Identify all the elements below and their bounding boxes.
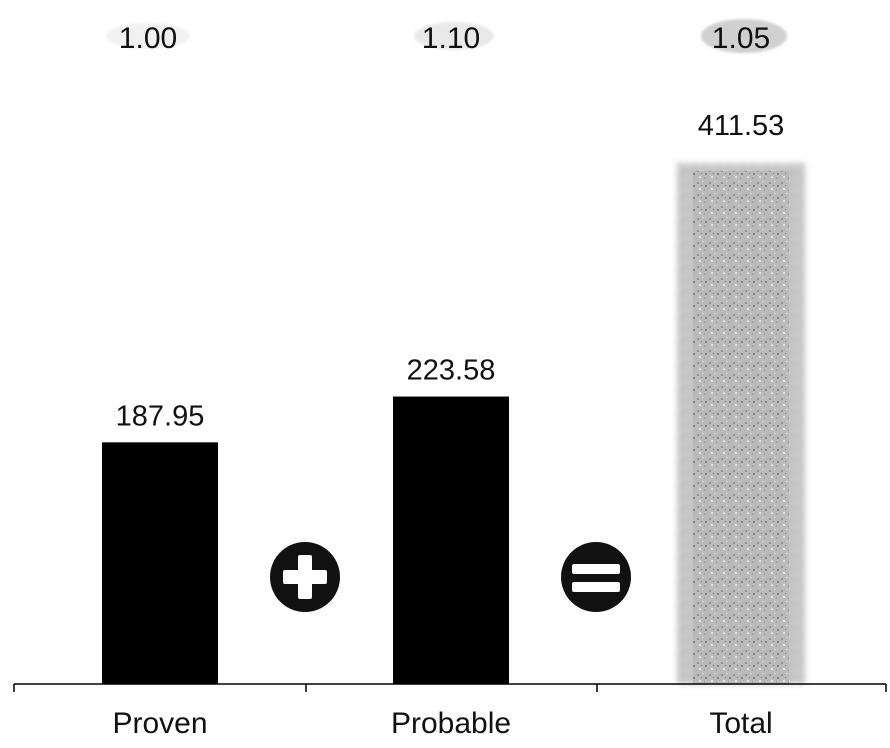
ratio-label: 1.00 xyxy=(119,22,177,55)
bar-value-label: 223.58 xyxy=(407,355,496,387)
ratio-badge-bg xyxy=(106,23,190,49)
operator-circle xyxy=(561,542,631,612)
bar-proven xyxy=(102,442,218,684)
x-axis-category-label: Total xyxy=(709,707,772,740)
bar-total xyxy=(677,162,805,684)
x-axis-category-label: Proven xyxy=(112,707,207,740)
equals-top-bar xyxy=(572,564,620,574)
axis-layer xyxy=(13,683,887,692)
plus-horizontal xyxy=(283,570,327,584)
ratio-badge-bg xyxy=(414,22,494,50)
ratio-label: 1.10 xyxy=(422,22,480,55)
bar-value-label: 187.95 xyxy=(116,400,205,432)
x-axis-category-label: Probable xyxy=(391,707,511,740)
equals-bottom-bar xyxy=(572,582,620,592)
ratio-layer: 1.00 1.10 1.05 xyxy=(106,19,787,55)
bar-value-label: 411.53 xyxy=(698,110,785,142)
operator-layer xyxy=(270,542,631,612)
bar-total-core xyxy=(693,170,789,684)
bar-layer xyxy=(102,162,805,684)
bar-probable xyxy=(393,396,509,684)
ratio-label: 1.05 xyxy=(712,22,770,55)
ratio-badge-bg xyxy=(701,19,787,53)
plus-icon xyxy=(270,542,340,612)
label-layer: 187.95 223.58 411.53 Proven Probable Total xyxy=(112,110,784,740)
equals-icon xyxy=(561,542,631,612)
